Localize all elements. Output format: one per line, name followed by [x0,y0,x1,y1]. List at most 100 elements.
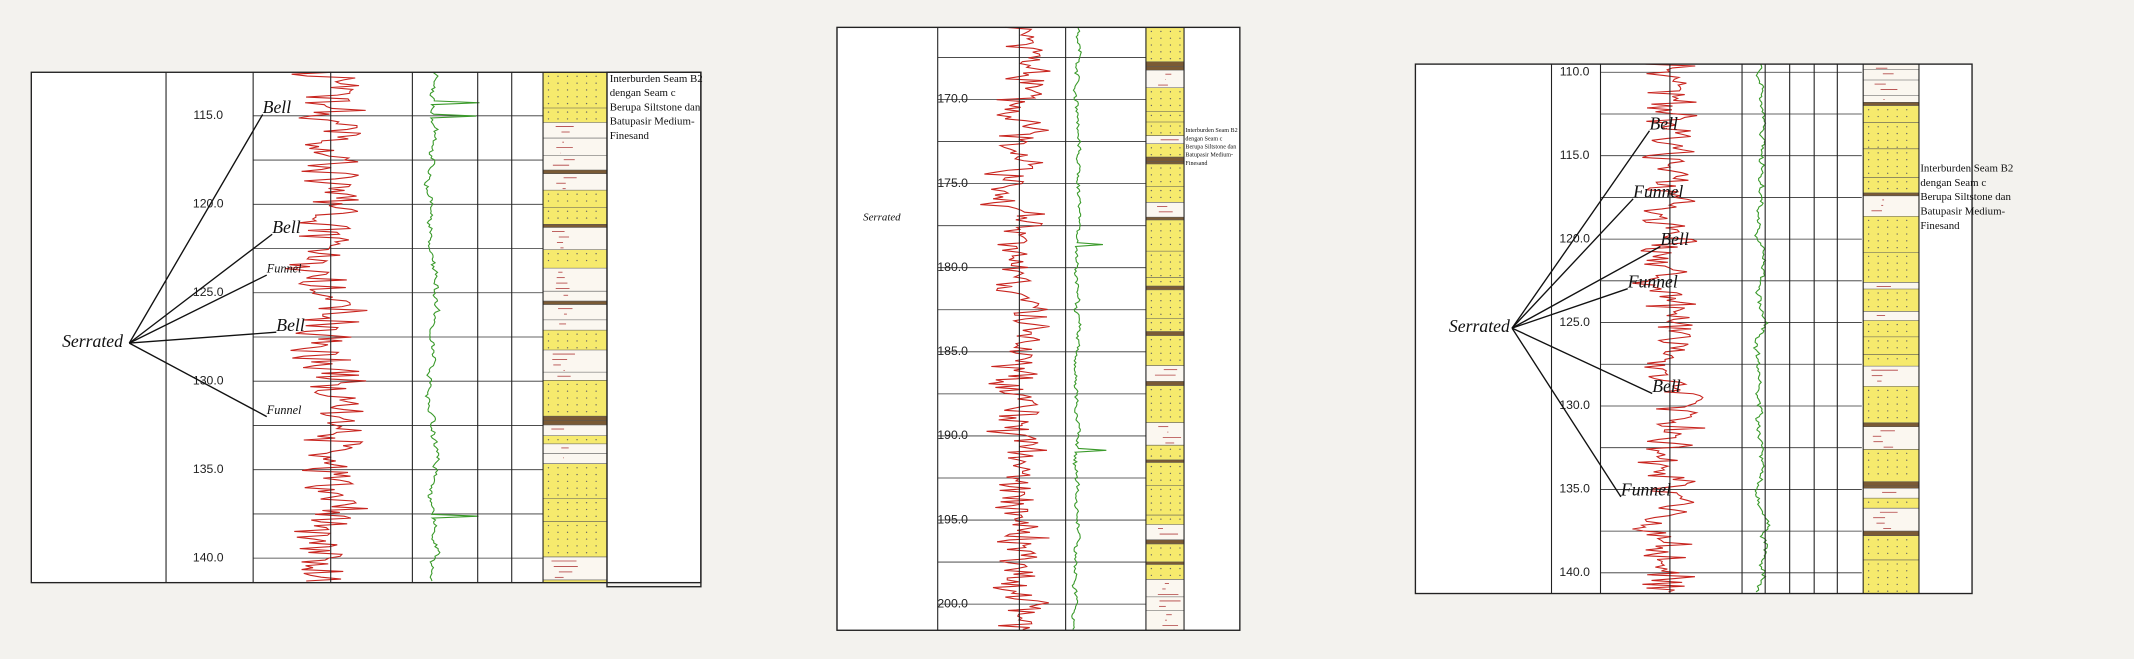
lithology-dot [585,82,588,84]
lithology-dot [1896,139,1898,142]
gamma-curve [980,26,1051,630]
lithology-dot [1886,473,1889,475]
lithology-dot [585,508,588,511]
lithology-dot [1896,262,1898,264]
description-line: Interburden Seam B2 [1920,163,2013,175]
lithology-dot [557,383,559,386]
lithology-dot [1896,219,1898,222]
lithology-dot [585,89,588,91]
lithology-dot [1906,115,1908,118]
lithology-dot [1886,545,1889,548]
lithology-sand [1863,354,1919,367]
lithology-dot [576,118,578,120]
lithology-dot [1150,104,1153,107]
lithology-dot [547,253,550,255]
lithology-dot [585,480,588,483]
lithology-dot [585,552,588,554]
lithology-dot [1150,174,1153,176]
lithology-silt [1863,508,1919,532]
lithology-dot [557,404,559,406]
lithology-dot [576,502,578,504]
lithology-dot [576,333,578,335]
lithology-dot [1169,574,1172,577]
lithology-dot [1160,51,1162,53]
lithology-dot [1877,570,1879,572]
lithology-dot [1886,459,1889,461]
lithology-coal [543,420,607,425]
lithology-dot [595,538,597,540]
gamma-curve [1632,63,1706,593]
lithology-dot [1179,409,1181,411]
lithology-dot [576,82,578,84]
lithology-dot [1160,416,1162,418]
lithology-silt [1145,610,1185,631]
lithology-dot [1896,340,1898,342]
lithology-dot [1179,502,1181,504]
lithology-dot [547,552,550,554]
lithology-dot [1169,502,1172,504]
lithology-dot [1169,455,1172,457]
depth-label: 115.0 [193,108,223,122]
lithology-dot [1160,57,1162,60]
lithology-dot [1150,547,1153,549]
lithology-dot [566,404,569,406]
lithology-dot [1179,472,1181,475]
lithology-silt [543,453,607,464]
description-line: Berupa Siltstone dan [610,101,701,113]
depth-label: 140.0 [193,550,224,564]
lithology-dot [1169,554,1172,556]
lithology-dot [1906,417,1908,419]
lithology-dot [1179,293,1181,295]
lithology-coal [1145,157,1185,162]
lithology-dot [566,102,569,105]
lithology-dot [1896,115,1898,118]
lithology-dot [1886,452,1889,455]
lithology-dot [566,111,569,113]
lithology-dot [595,253,597,255]
lithology-dot [1867,109,1870,111]
lithology-dot [1169,547,1172,549]
lithology-dot [547,217,550,219]
lithology-dot [595,118,597,120]
lithology-dot [1867,570,1870,572]
lithology-dot [1150,554,1153,556]
lithology-dot [1867,240,1870,242]
lithology-dot [1169,389,1172,391]
lithology-sand [543,521,607,557]
lithology-dot [1867,159,1870,161]
lithology-dot [1179,51,1181,53]
lithology-dot [595,404,597,406]
lithology-dot [1160,313,1162,316]
lithology-dot [576,552,578,554]
lithology-dot [1896,330,1898,333]
lithology-dot [1150,57,1153,60]
lithology-dot [585,515,588,517]
lithology-dot [595,340,597,342]
lithology-dot [1150,455,1153,457]
lithology-dot [1867,347,1870,349]
lithology-dot [1896,459,1898,461]
lithology-dot [1160,567,1162,570]
lithology-dot [557,538,559,540]
lithology-dot [1896,172,1898,174]
lithology-dot [1896,545,1898,548]
lithology-dot [1160,37,1162,39]
lithology-dot [1169,313,1172,316]
pointer-line [128,114,264,344]
lithology-dot [1150,395,1153,398]
description-line: Batupasir Medium- [610,116,695,128]
lithology-dot [1896,152,1898,154]
lithology-dot [547,410,550,413]
lithology-dot [1150,488,1153,491]
lithology-dot [1867,563,1870,565]
lithology-dot [585,494,588,496]
lithology-silt [543,556,607,580]
lithology-dot [1179,30,1181,33]
lithology-coal [1145,539,1185,544]
lithology-dot [1896,126,1898,128]
lithology-dot [1150,574,1153,577]
lithology-dot [566,89,569,91]
lithology-dot [1169,268,1172,270]
lithology-dot [1160,114,1162,117]
lithology-dot [576,494,578,496]
